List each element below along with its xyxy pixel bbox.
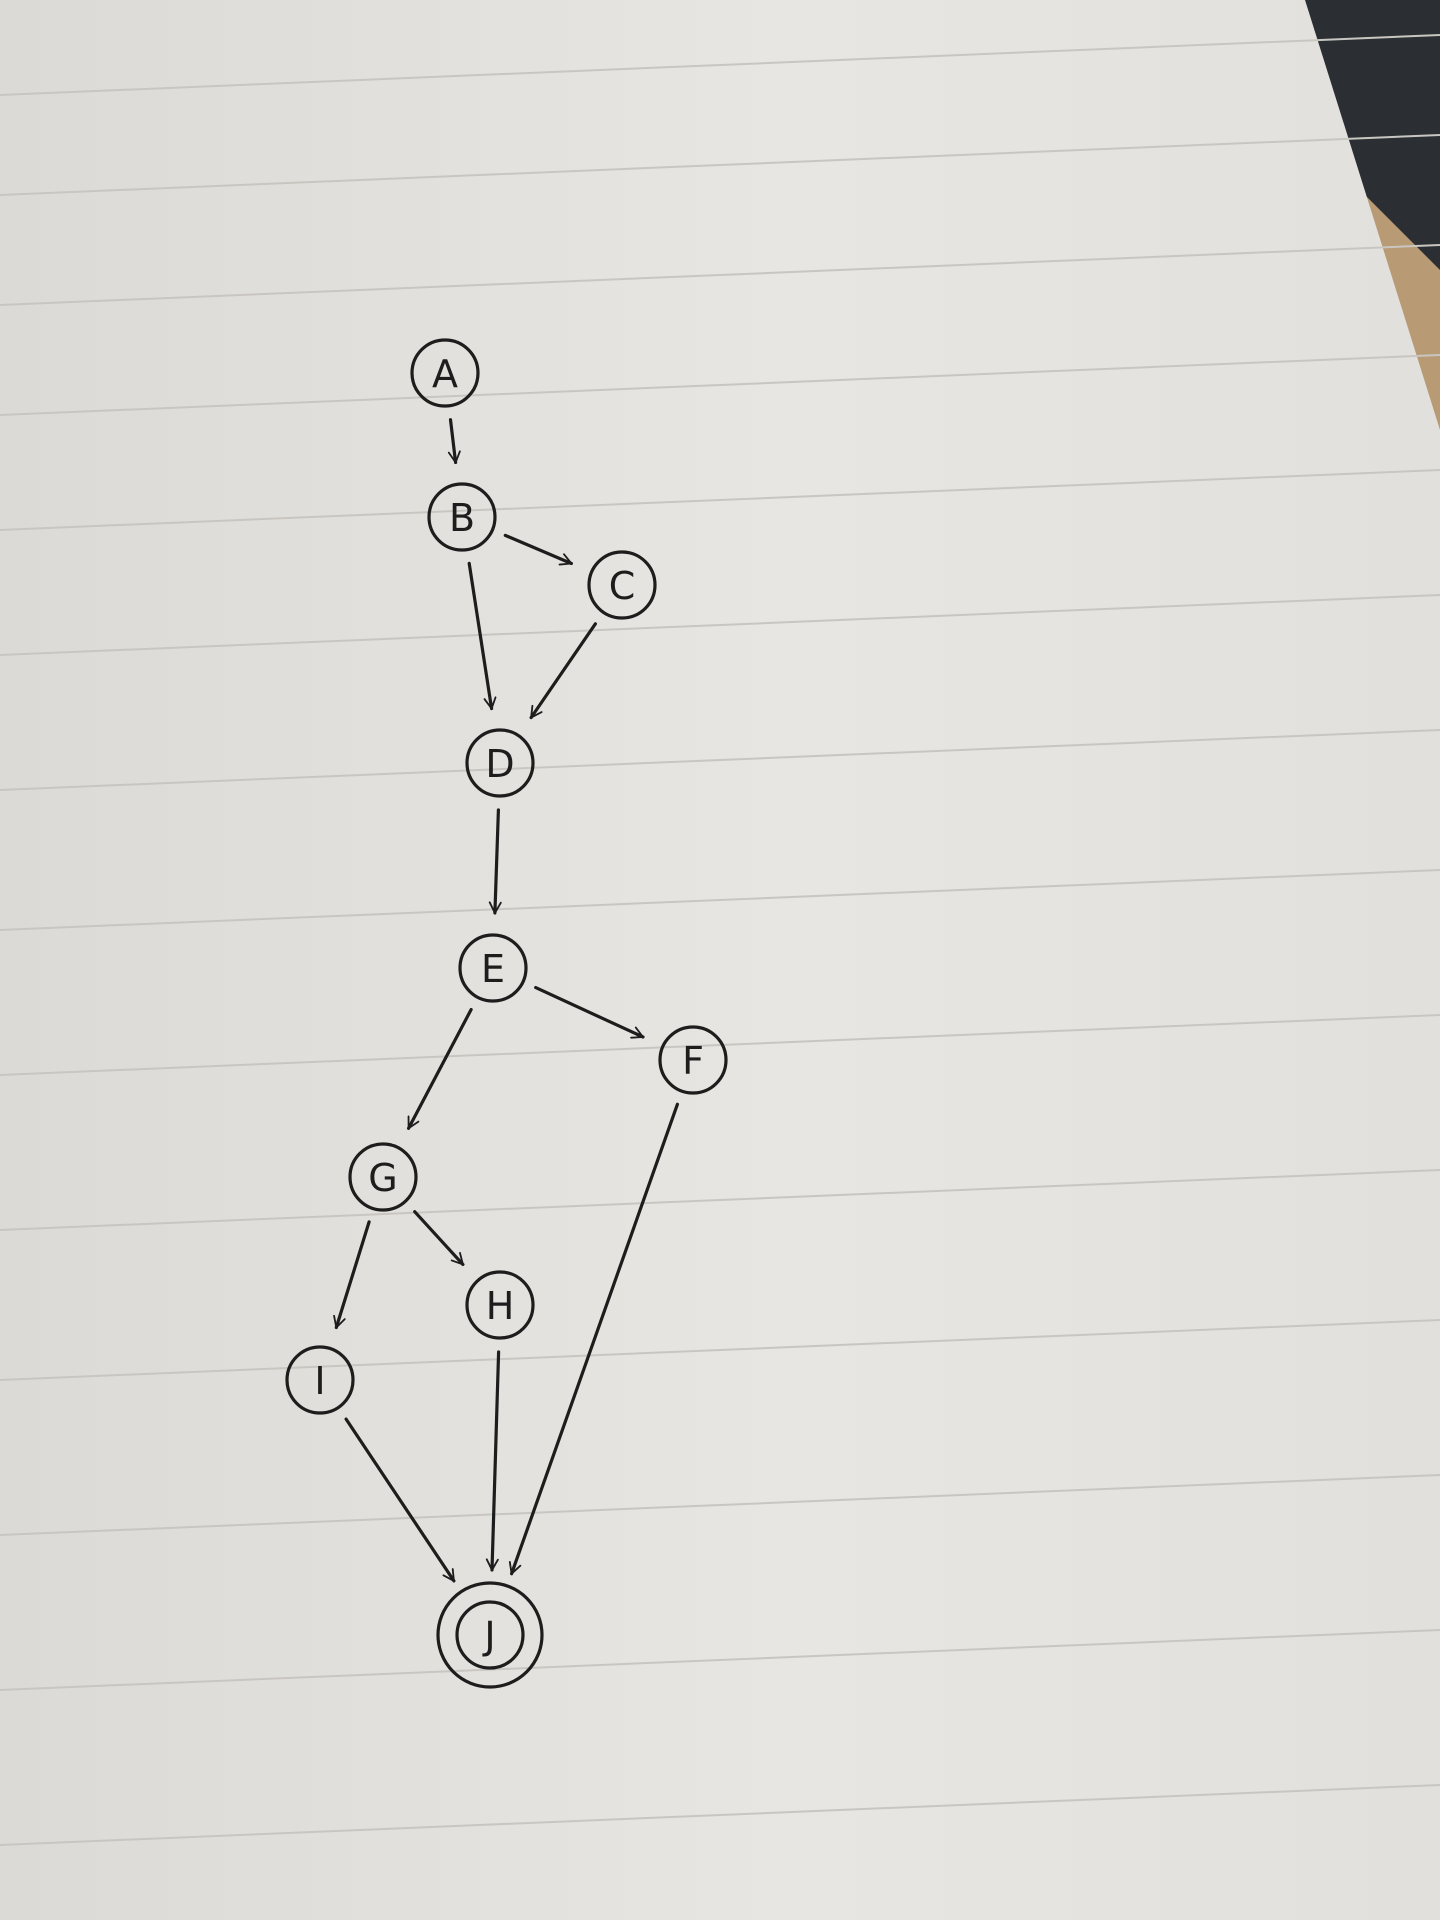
node-circle — [410, 338, 480, 408]
edge-d-to-e — [488, 808, 502, 915]
node-circle — [285, 1345, 355, 1415]
node-label: H — [486, 1284, 515, 1328]
edge-h-to-j — [485, 1350, 501, 1572]
ruled-lines — [0, 34, 1440, 1846]
node-label: F — [682, 1039, 704, 1083]
node-h: H — [465, 1270, 535, 1340]
ruled-line — [0, 869, 1440, 931]
node-circle — [465, 728, 535, 798]
ruled-line — [0, 1169, 1440, 1231]
edge-g-to-h — [413, 1210, 465, 1267]
edge-g-to-i — [333, 1220, 371, 1330]
ruled-line — [0, 1784, 1440, 1846]
node-outer-circle — [436, 1581, 544, 1689]
ruled-line — [0, 34, 1440, 96]
ruled-line — [0, 594, 1440, 656]
node-circle — [658, 1025, 728, 1095]
node-i: I — [285, 1345, 355, 1415]
node-circle — [455, 1600, 525, 1670]
ruled-line — [0, 1014, 1440, 1076]
ruled-line — [0, 354, 1440, 416]
node-label: C — [609, 564, 636, 608]
edge-b-to-d — [467, 561, 497, 711]
dark-object — [1300, 0, 1440, 270]
node-d: D — [465, 728, 535, 798]
ruled-line — [0, 1319, 1440, 1381]
node-b: B — [427, 482, 497, 552]
node-e: E — [458, 933, 528, 1003]
graph-edges — [333, 418, 680, 1583]
node-circle — [348, 1142, 418, 1212]
edge-a-to-b — [447, 418, 461, 464]
edge-c-to-d — [529, 622, 598, 720]
edge-i-to-j — [344, 1417, 456, 1583]
ruled-line — [0, 469, 1440, 531]
edge-e-to-g — [407, 1007, 473, 1130]
node-j: J — [436, 1581, 544, 1689]
node-circle — [427, 482, 497, 552]
ruled-line — [0, 1629, 1440, 1691]
node-label: I — [314, 1359, 325, 1403]
node-g: G — [348, 1142, 418, 1212]
node-f: F — [658, 1025, 728, 1095]
ruled-line — [0, 244, 1440, 306]
node-label: A — [432, 352, 458, 396]
ruled-line — [0, 134, 1440, 196]
edge-f-to-j — [508, 1102, 680, 1576]
node-circle — [458, 933, 528, 1003]
node-label: D — [485, 742, 514, 786]
graph-nodes: A B C D E F G H I J — [285, 338, 728, 1689]
node-label: G — [368, 1156, 397, 1200]
node-circle — [587, 550, 657, 620]
ruled-line — [0, 729, 1440, 791]
edge-e-to-f — [534, 985, 645, 1039]
ruled-line — [0, 1474, 1440, 1536]
node-circle — [465, 1270, 535, 1340]
node-label: J — [482, 1614, 495, 1658]
node-a: A — [410, 338, 480, 408]
node-c: C — [587, 550, 657, 620]
edge-b-to-c — [503, 533, 574, 566]
node-label: B — [449, 496, 475, 540]
node-label: E — [481, 947, 505, 991]
